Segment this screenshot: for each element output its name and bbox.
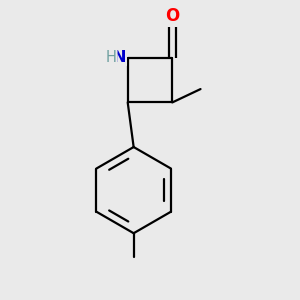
Text: O: O [165,7,179,25]
Text: N: N [113,50,126,65]
Text: H: H [106,50,117,65]
